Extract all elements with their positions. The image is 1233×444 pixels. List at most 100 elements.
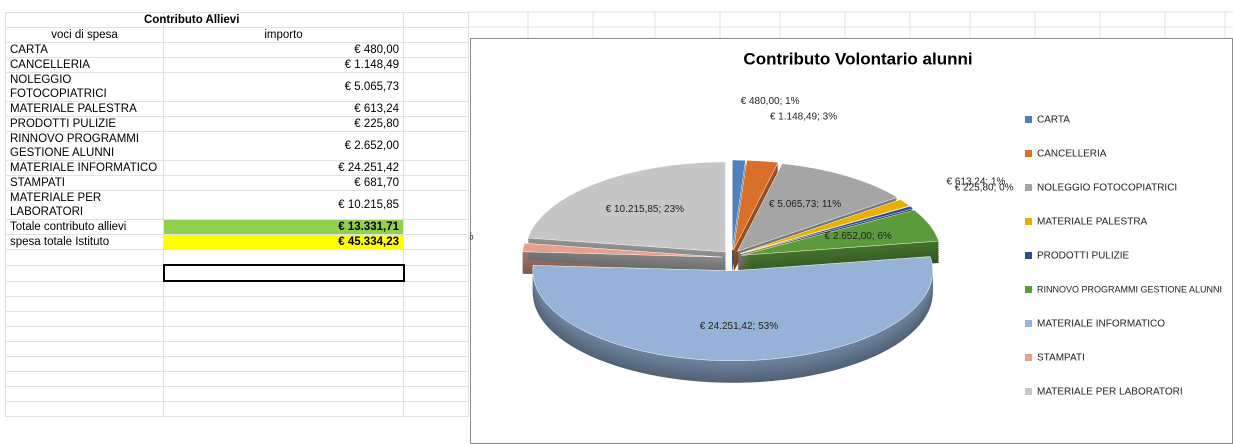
empty-row [5, 386, 469, 402]
legend-swatch [1025, 252, 1032, 259]
spreadsheet: Contributo Allievi voci di spesa importo … [5, 12, 469, 417]
cell [403, 175, 469, 191]
row-label: RINNOVO PROGRAMMI GESTIONE ALUNNI [5, 131, 164, 161]
chart: Contributo Volontario alunni € 480,00; 1… [470, 38, 1233, 444]
table-row: MATERIALE INFORMATICO € 24.251,42 [5, 160, 469, 176]
selected-cell [162, 264, 405, 282]
data-label: € 681,70; 2% [470, 232, 474, 243]
cell [403, 101, 469, 117]
cell [403, 116, 469, 132]
cell [5, 326, 164, 342]
table-row: RINNOVO PROGRAMMI GESTIONE ALUNNI € 2.652… [5, 131, 469, 161]
row-amount: € 225,80 [163, 116, 404, 132]
cell [403, 42, 469, 58]
cell [5, 341, 164, 357]
empty-row [5, 371, 469, 387]
table-title: Contributo Allievi [144, 12, 404, 28]
chart-title: Contributo Volontario alunni [743, 49, 972, 68]
cell [403, 371, 469, 387]
row-label: NOLEGGIO FOTOCOPIATRICI [5, 72, 164, 102]
pie-slice [733, 160, 779, 251]
legend-swatch [1025, 388, 1032, 395]
cell [5, 371, 164, 387]
row-amount: € 1.148,49 [163, 57, 404, 73]
row-label: MATERIALE INFORMATICO [5, 160, 164, 176]
cell [403, 131, 469, 161]
pie-slice [741, 209, 940, 256]
row-amount: € 13.331,71 [163, 219, 404, 235]
row-amount: € 5.065,73 [163, 72, 404, 102]
data-label: € 2.652,00; 6% [825, 231, 892, 242]
row-label: MATERIALE PALESTRA [5, 101, 164, 117]
pie-slice [522, 242, 723, 258]
table-title-text: Contributo Allievi [144, 14, 240, 26]
legend-label: MATERIALE PER LABORATORI [1037, 387, 1183, 398]
data-label: € 613,24; 1% [947, 177, 1006, 188]
legend-label: CARTA [1037, 115, 1070, 126]
table-row: NOLEGGIO FOTOCOPIATRICI € 5.065,73 [5, 72, 469, 102]
empty-row [5, 341, 469, 357]
cell [403, 341, 469, 357]
pie-slice [732, 159, 746, 251]
cell [403, 356, 469, 372]
cell [403, 160, 469, 176]
cell [163, 356, 404, 372]
row-amount: € 24.251,42 [163, 160, 404, 176]
cell [403, 190, 469, 220]
empty-row [5, 356, 469, 372]
cell [403, 386, 469, 402]
pie-slice [527, 161, 726, 253]
pie-slice [736, 163, 899, 252]
row-label: CARTA [5, 42, 164, 58]
table-row: CANCELLERIA € 1.148,49 [5, 57, 469, 73]
legend-label: CANCELLERIA [1037, 149, 1107, 160]
cell [403, 401, 469, 417]
row-label: CANCELLERIA [5, 57, 164, 73]
row-label: spesa totale Istituto [5, 234, 164, 250]
legend-swatch [1025, 116, 1032, 123]
legend-label: NOLEGGIO FOTOCOPIATRICI [1037, 183, 1177, 194]
pie-slice [740, 199, 911, 254]
cell [403, 296, 469, 312]
row-label: Totale contributo allievi [5, 219, 164, 235]
cell [163, 326, 404, 342]
empty-row [5, 401, 469, 417]
cell [403, 311, 469, 327]
legend-swatch [1025, 184, 1032, 191]
legend-label: PRODOTTI PULIZIE [1037, 251, 1130, 262]
row-amount: € 681,70 [163, 175, 404, 191]
header-cell: importo [163, 27, 404, 43]
table-row: Totale contributo allievi € 13.331,71 [5, 219, 469, 235]
cell [5, 249, 164, 266]
cell [163, 401, 404, 417]
cell [403, 264, 469, 282]
table-row: spesa totale Istituto € 45.334,23 [5, 234, 469, 250]
cell [5, 356, 164, 372]
cell [5, 264, 164, 282]
empty-row [5, 296, 469, 312]
cell [163, 371, 404, 387]
data-label: € 10.215,85; 23% [606, 204, 685, 215]
row-label: MATERIALE PER LABORATORI [5, 190, 164, 220]
legend-swatch [1025, 218, 1032, 225]
legend-label: MATERIALE INFORMATICO [1037, 319, 1165, 330]
row-amount: € 480,00 [163, 42, 404, 58]
cell [403, 219, 469, 235]
table-row: CARTA € 480,00 [5, 42, 469, 58]
cell [403, 249, 469, 266]
cell [163, 249, 404, 266]
legend-label: RINNOVO PROGRAMMI GESTIONE ALUNNI [1037, 284, 1222, 294]
legend-swatch [1025, 150, 1032, 157]
header-cell: voci di spesa [5, 27, 164, 43]
data-label: € 1.148,49; 3% [770, 111, 837, 122]
legend-label: MATERIALE PALESTRA [1037, 217, 1148, 228]
data-label: € 24.251,42; 53% [700, 321, 779, 332]
cell [163, 386, 404, 402]
cell [5, 401, 164, 417]
cell [5, 296, 164, 312]
legend-swatch [1025, 286, 1032, 293]
data-label: € 5.065,73; 11% [769, 199, 841, 210]
cell [403, 280, 469, 297]
empty-row [5, 326, 469, 342]
row-amount: € 2.652,00 [163, 131, 404, 161]
